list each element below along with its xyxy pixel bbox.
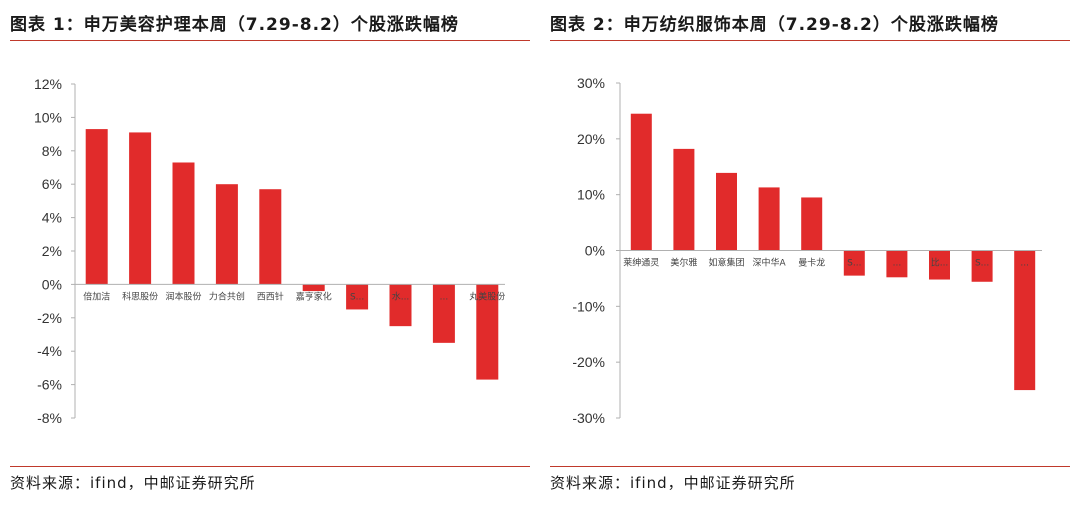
y-tick-label: 0% <box>585 243 605 259</box>
source-note: 资料来源：ifind，中邮证券研究所 <box>550 474 796 492</box>
source-note: 资料来源：ifind，中邮证券研究所 <box>10 474 256 492</box>
x-category-label: ... <box>1020 259 1029 269</box>
bar <box>432 284 455 343</box>
bar <box>215 184 238 285</box>
y-tick-label: 12% <box>34 76 62 92</box>
bar <box>630 113 652 251</box>
bar-chart-textile-apparel: 30% 20% 10% 0% -10% -20% -30% 莱绅通灵 美尔雅 如意集团 深中华A 曼卡… <box>572 75 1042 426</box>
bar <box>843 250 865 276</box>
y-tick-label: -6% <box>37 377 62 393</box>
bar <box>886 250 908 278</box>
x-category-label: S... <box>847 259 861 269</box>
y-tick-label: 30% <box>577 75 605 91</box>
bar <box>673 148 695 251</box>
bar <box>758 187 780 251</box>
y-tick-label: 8% <box>42 143 62 159</box>
x-category-label: 美尔雅 <box>670 257 697 269</box>
bar-chart-beauty-care: 12% 10% 8% 6% 4% 2% 0% -2% -4% -6% -8% 倍加洁 科思股份 润本股份力… <box>34 76 505 426</box>
x-category-label: 润本股份 <box>165 290 201 302</box>
x-category-label: 水... <box>392 290 410 302</box>
chart-panel-1: 图表 1：申万美容护理本周（7.29-8.2）个股涨跌幅榜 12% 10% 8% 6%… <box>10 15 530 492</box>
y-tick-label: -20% <box>572 354 605 370</box>
x-category-label: ... <box>440 292 449 302</box>
y-tick-label: -4% <box>37 343 62 359</box>
x-category-label: 如意集团 <box>708 257 744 269</box>
x-category-label: 莱绅通灵 <box>623 257 659 269</box>
x-category-label: 科思股份 <box>122 290 158 302</box>
bar <box>302 284 325 292</box>
bar <box>129 132 152 285</box>
x-category-label: 比... <box>931 257 949 269</box>
bar <box>971 250 993 282</box>
x-category-label: S... <box>975 259 989 269</box>
chart-panel-2: 图表 2：申万纺织服饰本周（7.29-8.2）个股涨跌幅榜 30% 20% 10% 0… <box>540 0 1080 514</box>
x-category-label: 深中华A <box>753 257 787 269</box>
chart-title: 图表 1：申万美容护理本周（7.29-8.2）个股涨跌幅榜 <box>10 15 459 35</box>
x-category-label: 力合共创 <box>209 290 245 302</box>
y-tick-label: 10% <box>577 187 605 203</box>
x-category-label: ... <box>893 259 902 269</box>
y-tick-label: 0% <box>42 276 62 292</box>
y-tick-label: -30% <box>572 410 605 426</box>
y-tick-label: -8% <box>37 410 62 426</box>
y-tick-label: 4% <box>42 210 62 226</box>
title-rule <box>550 40 1070 41</box>
y-tick-label: 10% <box>34 109 62 125</box>
bar <box>85 129 108 285</box>
bar <box>716 172 737 251</box>
x-category-label: 倍加洁 <box>83 290 110 302</box>
x-category-label: S... <box>350 292 364 302</box>
x-category-label: 丸美股份 <box>469 290 505 302</box>
bar <box>1014 250 1036 391</box>
bar <box>801 197 823 251</box>
chart-title: 图表 2：申万纺织服饰本周（7.29-8.2）个股涨跌幅榜 <box>550 15 999 35</box>
x-category-label: 曼卡龙 <box>798 257 825 269</box>
x-category-label: 西西针 <box>257 290 284 302</box>
title-rule <box>10 40 530 41</box>
y-tick-label: -10% <box>572 298 605 314</box>
source-rule <box>10 466 530 467</box>
bar <box>389 284 412 327</box>
y-tick-label: 2% <box>42 243 62 259</box>
bar <box>929 250 950 280</box>
bar <box>476 284 499 380</box>
y-tick-label: -2% <box>37 310 62 326</box>
bar <box>259 189 282 285</box>
source-rule <box>550 466 1070 467</box>
y-tick-label: 20% <box>577 131 605 147</box>
bar <box>172 162 195 285</box>
y-tick-label: 6% <box>42 176 62 192</box>
x-category-label: 嘉亨家化 <box>296 290 332 302</box>
bar <box>346 284 369 310</box>
